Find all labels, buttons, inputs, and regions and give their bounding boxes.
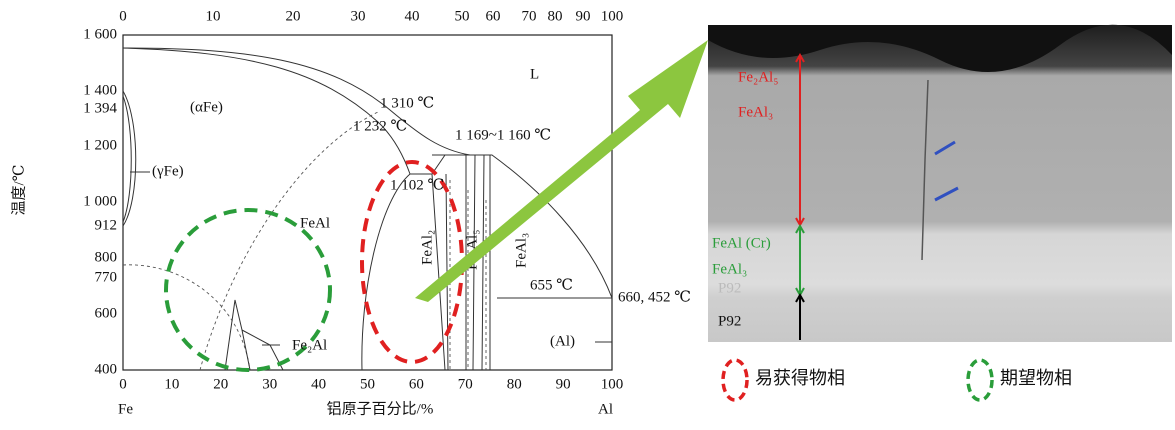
annotation: 1 310 ℃ (380, 95, 434, 111)
legend-label: 期望物相 (1000, 368, 1072, 388)
liquidus (123, 48, 612, 298)
top-tick-label: 10 (206, 8, 221, 24)
annotation: 1 169~1 160 ℃ (455, 127, 551, 143)
top-tick-label: 90 (576, 8, 591, 24)
micrograph-label: FeAl₃ (712, 261, 747, 277)
top-tick-label: 70 (522, 8, 537, 24)
annotation: Fe₂Al (292, 337, 327, 353)
left-tick-label: 912 (95, 217, 118, 233)
bottom-tick-label: 50 (360, 376, 375, 392)
left-tick-label: 800 (95, 249, 118, 265)
micrograph-label: FeAl (Cr) (712, 235, 771, 251)
top-tick-label: 60 (486, 8, 501, 24)
magnetic-line (123, 265, 250, 370)
annotation: 660, 452 ℃ (618, 289, 691, 305)
bottom-tick-label: 40 (311, 376, 326, 392)
bottom-tick-label: 30 (262, 376, 277, 392)
micrograph-label: P92 (718, 280, 741, 296)
annotation: FeAl (300, 215, 330, 231)
micrograph: Fe₂Al₅ FeAl₃ FeAl (Cr) FeAl₃ P92 P92 (708, 25, 1172, 342)
top-tick-label: 80 (548, 8, 563, 24)
annotation: 1 102 ℃ (390, 177, 444, 193)
y-axis-label: 温度/℃ (10, 165, 27, 216)
bottom-tick-label: 80 (507, 376, 522, 392)
left-tick-label: 1 394 (83, 100, 117, 116)
top-tick-label: 50 (455, 8, 470, 24)
micrograph-label: FeAl₃ (738, 104, 773, 120)
bottom-tick-label: 70 (458, 376, 473, 392)
bottom-tick-label: 0 (119, 376, 127, 392)
gamma-loop (123, 91, 136, 226)
micrograph-label: Fe₂Al₅ (738, 69, 778, 85)
left-tick-label: 600 (95, 305, 118, 321)
left-tick-label: 1 200 (83, 137, 117, 153)
left-tick-label: 400 (95, 361, 118, 377)
legend-red (723, 360, 747, 400)
x-end-label: Fe (118, 401, 133, 417)
top-tick-label: 30 (351, 8, 366, 24)
annotation: FeAl₃ (513, 233, 529, 268)
top-tick-label: 20 (286, 8, 301, 24)
left-tick-label: 1 000 (83, 193, 117, 209)
legend-label: 易获得物相 (755, 368, 845, 388)
annotation: (γFe) (152, 163, 184, 179)
annotation: FeAl₂ (419, 230, 435, 265)
phase-diagram: 0 10 20 30 40 50 60 70 80 90 100 0 10 20 30 40 50 60 70 80 9… (10, 8, 691, 417)
x-axis-label: 铝原子百分比/% (327, 400, 434, 417)
annotation: 655 ℃ (530, 277, 573, 293)
legend: 易获得物相 期望物相 (723, 360, 1072, 400)
annotation: (αFe) (190, 99, 223, 115)
top-tick-label: 0 (119, 8, 127, 24)
annotation: 1 232 ℃ (353, 118, 407, 134)
annotation: L (530, 66, 539, 82)
x-end-label: Al (598, 401, 613, 417)
feal-boundary (362, 174, 410, 370)
top-tick-label: 40 (405, 8, 420, 24)
ordering-line (200, 112, 378, 370)
left-tick-label: 770 (95, 269, 118, 285)
figure: 0 10 20 30 40 50 60 70 80 90 100 0 10 20 30 40 50 60 70 80 9… (0, 0, 1175, 425)
bottom-tick-label: 90 (556, 376, 571, 392)
bottom-tick-label: 60 (409, 376, 424, 392)
top-tick-label: 100 (601, 8, 624, 24)
fe2al-region (225, 300, 283, 370)
bottom-tick-label: 100 (601, 376, 624, 392)
bottom-tick-label: 20 (213, 376, 228, 392)
left-tick-label: 1 600 (83, 26, 117, 42)
micrograph-label: P92 (718, 313, 741, 329)
gamma-loop-inner (123, 96, 131, 222)
link-arrow (415, 40, 708, 302)
legend-green (968, 360, 992, 400)
bottom-tick-label: 10 (164, 376, 179, 392)
left-tick-label: 1 400 (83, 82, 117, 98)
annotation: (Al) (550, 333, 575, 349)
